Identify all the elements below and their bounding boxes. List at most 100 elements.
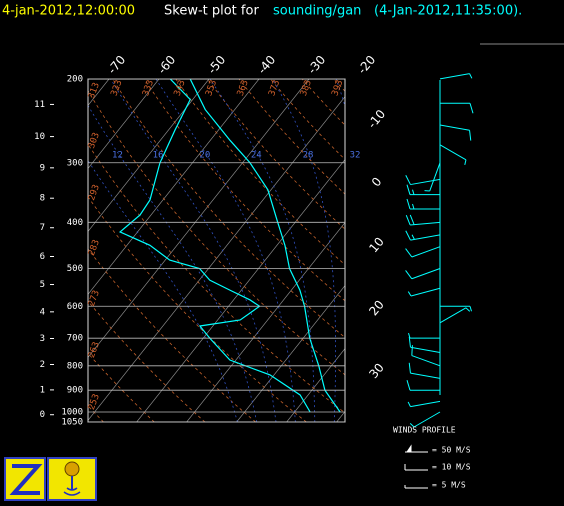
- height-tick-label: 1: [40, 385, 45, 395]
- barb-staff: [411, 246, 441, 258]
- barb-half-feather: [469, 73, 473, 79]
- x-tick-label: 20: [366, 298, 387, 319]
- barb-staff: [439, 144, 467, 161]
- height-tick-label: 10: [34, 132, 45, 142]
- y-tick-label: 700: [67, 334, 83, 344]
- barb-half-feather: [409, 423, 415, 428]
- dry-adiabat-label: 313: [87, 81, 102, 100]
- barb-staff: [410, 234, 441, 241]
- barb-staff: [410, 178, 441, 186]
- barb-staff: [410, 221, 441, 226]
- height-tick-label: 11: [34, 100, 45, 110]
- y-tick-label: 600: [67, 302, 83, 312]
- wind-barb: [405, 268, 441, 280]
- dry-adiabat: [238, 79, 345, 195]
- x-tick-label: -10: [365, 107, 388, 131]
- wind-barb: [405, 175, 441, 186]
- wind-barb: [408, 333, 440, 339]
- y-tick-label: 500: [67, 264, 83, 274]
- x-tick-label: -70: [105, 53, 128, 77]
- wind-barb: [439, 124, 472, 141]
- x-tick-label: 10: [366, 235, 387, 256]
- dry-adiabat-label: 383: [299, 79, 314, 98]
- wind-barb: [407, 287, 441, 297]
- dry-adiabat: [143, 79, 345, 302]
- sounding-line: [189, 79, 341, 413]
- barb-half-feather: [407, 401, 411, 407]
- wind-barb: [411, 345, 441, 367]
- dry-adiabat-label: 263: [87, 341, 102, 360]
- dry-adiabat-label: 333: [141, 79, 156, 98]
- barb-half-feather: [465, 307, 471, 312]
- title-time: 4-jan-2012,12:00:00: [2, 4, 135, 19]
- moist-adiabat-label: 20: [199, 151, 210, 161]
- height-tick-label: 3: [40, 334, 45, 344]
- y-tick-label: 1000: [61, 408, 83, 418]
- x-tick-label: -50: [205, 53, 228, 77]
- barb-half-feather: [412, 203, 415, 210]
- isotherm: [286, 347, 345, 422]
- barb-staff: [411, 355, 441, 367]
- isotherm: [88, 79, 210, 232]
- wind-barb: [406, 198, 440, 210]
- barb-feather: [406, 198, 411, 210]
- dry-adiabat: [88, 143, 345, 414]
- y-tick-label: 300: [67, 158, 83, 168]
- height-tick-label: 6: [40, 252, 45, 262]
- height-tick-label: 4: [40, 307, 45, 317]
- wind-barb: [409, 411, 441, 428]
- x-tick-label: -60: [155, 53, 178, 77]
- y-tick-label: 900: [67, 386, 83, 396]
- x-tick-label: -40: [255, 53, 278, 77]
- moist-adiabat: [209, 79, 316, 422]
- height-tick-label: 7: [40, 223, 45, 233]
- barb-staff: [410, 400, 441, 408]
- dry-adiabat: [112, 79, 345, 338]
- wind-barb: [408, 362, 441, 379]
- barb-staff: [410, 287, 441, 297]
- dry-adiabat-label: 283: [87, 239, 102, 258]
- moist-adiabat-label: 16: [153, 151, 164, 161]
- barb-feather: [405, 270, 413, 280]
- dry-adiabat-label: 373: [267, 79, 282, 98]
- moist-adiabat-label: 32: [350, 151, 361, 161]
- barb-staff: [439, 124, 470, 131]
- sounding-line: [118, 79, 311, 413]
- wind-barb: [406, 184, 440, 196]
- isotherm: [236, 284, 345, 422]
- barb-feather: [408, 362, 411, 374]
- wind-barb: [405, 246, 441, 258]
- wind-barb: [439, 73, 473, 80]
- logo-z-mark: [9, 464, 43, 495]
- barb-staff: [411, 268, 441, 280]
- dry-adiabat-label: 363: [236, 79, 251, 98]
- moist-adiabat: [88, 159, 238, 422]
- barb-half-feather: [469, 306, 472, 312]
- moist-adiabat-label: 24: [251, 151, 262, 161]
- barb-staff: [413, 411, 441, 428]
- logo-waves: [63, 487, 81, 496]
- barb-half-feather: [407, 291, 412, 297]
- wind-barb: [407, 400, 441, 408]
- barb-staff: [439, 73, 470, 80]
- isotherm: [186, 222, 345, 422]
- moist-adiabat: [88, 104, 258, 422]
- legend-flag: [406, 444, 412, 453]
- dry-adiabat-label: 303: [87, 131, 102, 150]
- wind-barb: [439, 307, 471, 324]
- dry-adiabat-label: 323: [110, 79, 125, 98]
- isotherm: [136, 159, 345, 422]
- barb-feather: [405, 230, 411, 241]
- isotherm: [88, 79, 260, 295]
- moist-adiabat: [271, 79, 337, 422]
- barb-feather: [406, 380, 411, 391]
- x-tick-label: 0: [369, 175, 385, 190]
- y-tick-label: 800: [67, 361, 83, 371]
- barb-half-feather: [464, 159, 467, 165]
- wind-profile: [405, 73, 474, 428]
- barb-half-feather: [411, 234, 415, 240]
- dry-adiabat-label: 293: [87, 183, 102, 202]
- wind-barb: [408, 336, 441, 353]
- wind-barb: [439, 144, 467, 165]
- moist-adiabat-label: 12: [112, 151, 123, 161]
